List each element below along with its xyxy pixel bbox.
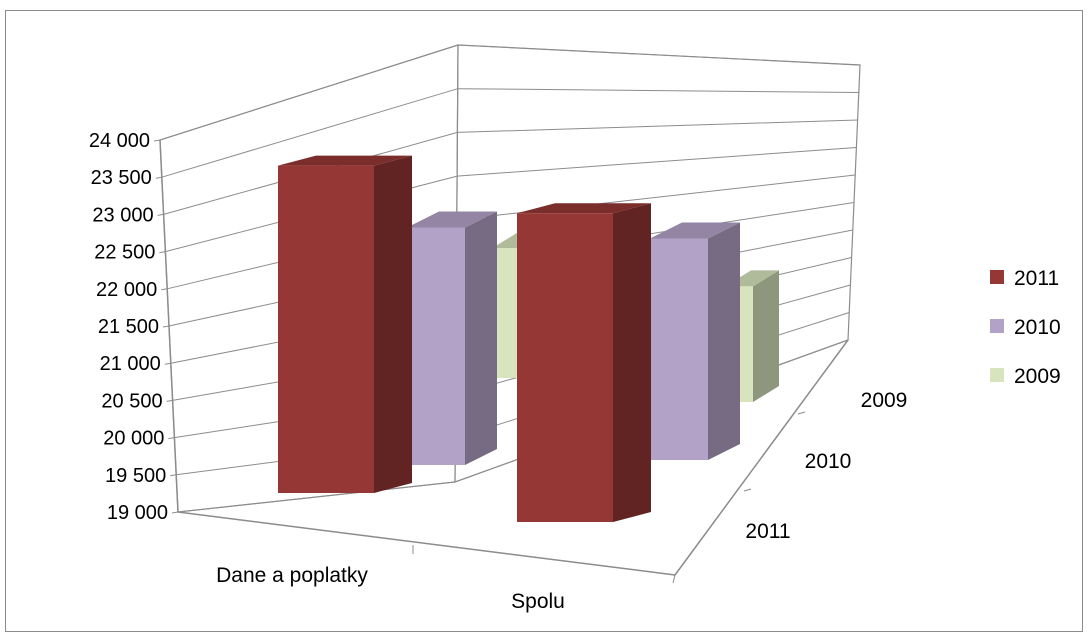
y-axis	[159, 139, 179, 513]
x-axis	[177, 511, 676, 576]
legend-label: 2009	[1014, 365, 1061, 388]
depth-label: 2010	[805, 450, 852, 473]
y-tick-label: 23 000	[92, 204, 153, 226]
bar-front	[492, 248, 520, 378]
legend: 2011 2010 2009	[990, 267, 1061, 388]
y-tick-label: 21 500	[98, 316, 159, 338]
legend-item-2010: 2010	[990, 316, 1061, 339]
y-tick	[170, 474, 177, 477]
legend-label: 2011	[1014, 267, 1059, 290]
y-tick	[164, 362, 171, 365]
y-tick-label: 21 000	[100, 353, 161, 375]
y-tick	[153, 139, 161, 142]
bar-top	[278, 155, 412, 166]
bar-front	[407, 227, 465, 465]
gridline	[159, 44, 861, 141]
bar-2011-dane-a-poplatky	[278, 155, 412, 493]
bar-top	[407, 211, 497, 228]
legend-item-2011: 2011	[990, 267, 1059, 290]
legend-item-2009: 2009	[990, 365, 1061, 388]
bar-2011-spolu	[517, 203, 651, 522]
bar-side	[465, 211, 497, 465]
gridline	[165, 147, 857, 253]
legend-swatch	[990, 270, 1004, 284]
legend-swatch	[990, 319, 1004, 333]
legend-swatch	[990, 368, 1004, 382]
y-tick-label: 19 000	[107, 502, 168, 524]
y-tick-label: 20 500	[101, 390, 162, 412]
y-tick	[171, 511, 179, 514]
bar-2010-dane-a-poplatky	[407, 211, 497, 465]
depth-label: 2009	[861, 389, 908, 412]
category-label: Dane a poplatky	[216, 564, 368, 587]
bar-top	[517, 203, 651, 214]
bar-top	[650, 222, 740, 239]
y-tick-label: 22 500	[94, 242, 155, 264]
y-tick	[155, 176, 162, 179]
depth-tick	[797, 411, 806, 415]
y-tick	[166, 399, 173, 402]
y-tick-label: 19 500	[105, 465, 166, 487]
y-tick	[161, 288, 168, 291]
bar-front	[278, 165, 374, 493]
y-tick-label: 24 000	[89, 130, 150, 152]
axis-labels: 19 000 19 500 20 000 20 500 21 000 21 500 22 0…	[89, 130, 908, 613]
depth-tick	[743, 488, 752, 492]
y-tick-label: 20 000	[103, 428, 164, 450]
gridline	[161, 88, 859, 178]
y-tick-label: 23 500	[91, 167, 152, 189]
bar-side	[374, 155, 412, 493]
bar-side	[753, 270, 779, 402]
y-tick	[159, 251, 166, 254]
depth-label: 2011	[745, 520, 790, 543]
bar-side	[613, 203, 651, 522]
bar-side	[708, 222, 740, 460]
legend-label: 2010	[1014, 316, 1061, 339]
x-tick	[672, 574, 676, 584]
bar-2010-spolu	[650, 222, 740, 460]
axes	[153, 139, 849, 584]
category-label: Spolu	[511, 590, 565, 613]
y-tick-label: 22 000	[96, 279, 157, 301]
y-tick	[168, 437, 175, 440]
bar-front	[650, 238, 708, 460]
depth-axis	[674, 339, 849, 576]
y-tick	[157, 213, 164, 216]
gridline	[163, 119, 858, 215]
y-tick	[162, 325, 170, 328]
bars	[278, 155, 779, 522]
bar-front	[517, 213, 613, 522]
